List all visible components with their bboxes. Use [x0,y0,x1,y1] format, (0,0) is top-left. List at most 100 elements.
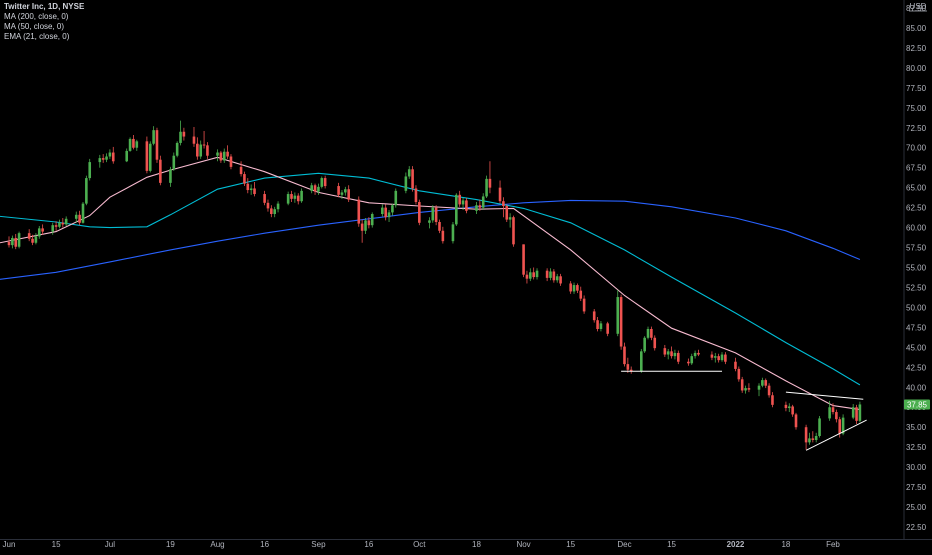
candle-down [323,175,327,189]
candle-down [263,190,266,206]
candle-body [196,143,199,157]
candle-body [34,236,38,243]
candle-up [344,186,347,196]
candle-body [676,352,680,362]
candle-up [407,166,411,179]
trendline [785,391,864,400]
candle-up [320,176,324,189]
candle-body [532,272,535,278]
candle-down [811,431,815,443]
candle-body [219,152,223,161]
candle-body [552,271,556,281]
candle-down [545,268,549,282]
candle-up [370,212,374,228]
candle-up [125,148,129,163]
price-tick-label: 60.00 [906,224,927,233]
candle-up [276,201,280,213]
candle-body [737,368,741,380]
candle-down [478,199,482,211]
candle-up [535,268,539,280]
candle-down [132,134,135,150]
candle-down [697,349,700,357]
candle-up [340,190,344,199]
time-tick-label: Nov [516,540,530,549]
candle-body [744,388,747,391]
candle-body [666,351,670,355]
candle-down [734,357,737,372]
price-tick-label: 50.00 [906,303,927,312]
candle-body [522,244,525,275]
candle-body [51,225,55,232]
candle-body [629,369,633,372]
candle-body [300,190,303,202]
candle-body [525,274,529,279]
price-tick-label: 82.50 [906,44,927,53]
price-tick-label: 47.50 [906,323,927,332]
legend-ema21[interactable]: EMA (21, close, 0) [4,32,70,41]
candle-down [784,401,788,412]
candle-body [747,388,751,390]
candle-body [360,223,364,231]
time-axis[interactable]: Jun 15 Jul 19 Aug 16 Sep 16 Oct 18 Nov 15 Dec 15 2022 1… [3,540,841,549]
candle-body [286,194,290,204]
candle-up [128,137,132,152]
candle-body [296,195,300,202]
candle-down [111,146,115,164]
candle-down [360,219,364,243]
candle-down [552,269,556,283]
candle-body [787,406,791,409]
candle-body [202,144,206,146]
trend-drawings [621,370,867,451]
candle-down [202,130,206,149]
candle-body [357,199,361,224]
candle-up [455,193,458,226]
candle-down [838,416,842,438]
candle-down [61,217,65,228]
candle-body [814,435,818,440]
candle-body [559,276,562,284]
candle-body [794,414,798,428]
candle-up [431,205,435,223]
legend-ma200[interactable]: MA (200, close, 0) [4,12,69,21]
candle-body [791,406,794,415]
candle-body [623,346,626,365]
candle-body [710,354,714,358]
candle-up [11,235,14,249]
candle-down [243,171,246,187]
candle-body [78,214,81,223]
candle-body [98,158,102,163]
candle-up [481,193,485,211]
candle-body [384,207,387,218]
symbol-title[interactable]: Twitter Inc, 1D, NYSE [4,2,85,11]
last-price-tag-bg [904,399,930,410]
candle-down [219,150,223,163]
price-tick-label: 65.00 [906,184,927,193]
candle-body [572,285,576,292]
price-axis[interactable]: 22.5025.0027.5030.0032.5035.0037.5040.00… [906,4,927,532]
candle-body [175,142,179,156]
candle-body [835,412,838,420]
candle-down [206,142,209,159]
candle-body [172,155,176,170]
candle-body [687,361,690,364]
legend-ma50[interactable]: MA (50, close, 0) [4,22,65,31]
candle-body [206,145,209,156]
candle-down [27,229,31,242]
price-tick-label: 85.00 [906,24,927,33]
candle-down [592,309,596,323]
currency-label[interactable]: USD [910,2,927,11]
candle-down [498,180,502,204]
indicator-line-ma50 [0,172,861,386]
candle-down [101,154,105,163]
candle-down [724,352,727,365]
chart-legend[interactable]: Twitter Inc, 1D, NYSE MA (200, close, 0)… [4,2,84,42]
candle-down [418,199,421,226]
candle-body [135,141,139,148]
candle-body [276,203,280,210]
candle-up [690,353,694,365]
candle-up [216,149,219,162]
candle-down [559,273,562,286]
